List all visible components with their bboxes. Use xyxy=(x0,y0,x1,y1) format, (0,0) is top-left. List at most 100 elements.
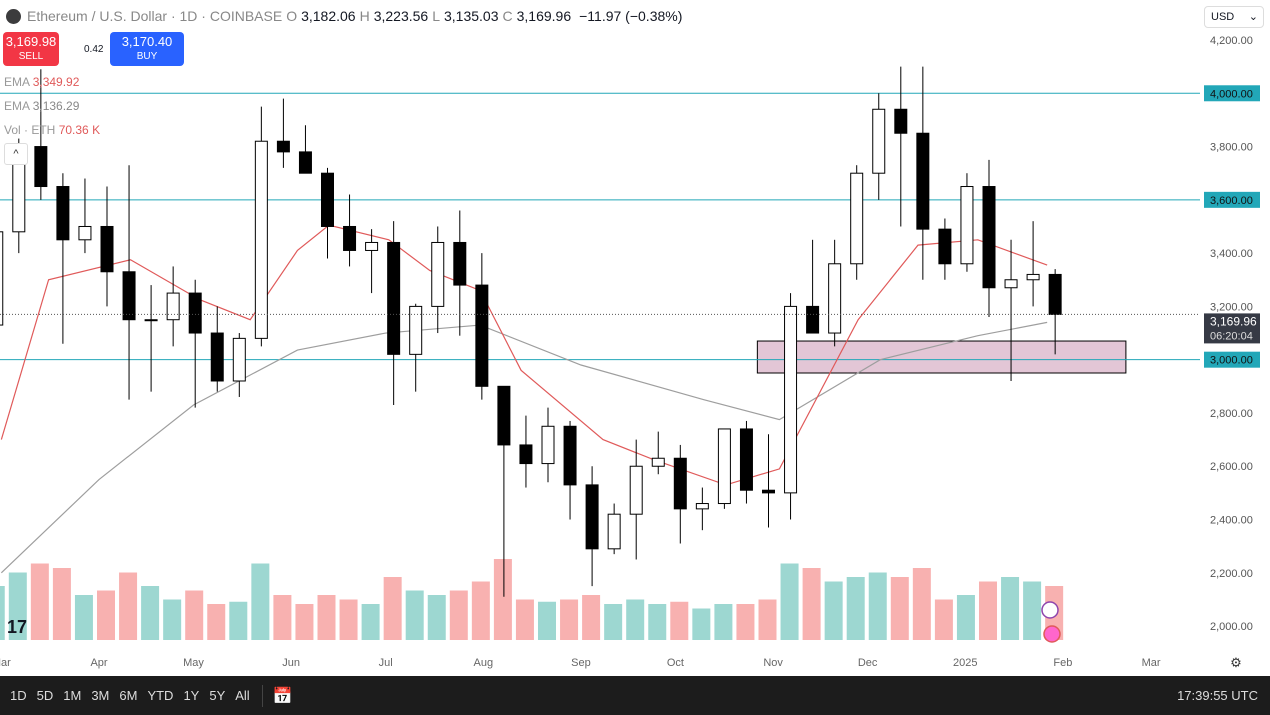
candle-body xyxy=(254,140,268,339)
x-tick-label: Oct xyxy=(667,657,684,669)
range-1m[interactable]: 1M xyxy=(63,688,82,703)
range-5d[interactable]: 5D xyxy=(36,688,54,703)
candle-body xyxy=(585,484,599,550)
candle-body xyxy=(100,225,114,273)
candle-body xyxy=(607,513,621,550)
tradingview-logo[interactable]: 17 xyxy=(7,617,28,637)
volume-bar xyxy=(868,572,887,640)
ema-200-line xyxy=(0,321,1048,574)
candle-body xyxy=(343,225,357,251)
candle-body xyxy=(166,292,180,321)
candle-body xyxy=(762,489,775,494)
range-3m[interactable]: 3M xyxy=(91,688,110,703)
candle-body xyxy=(982,186,996,289)
volume-bar xyxy=(934,599,953,640)
x-tick-label: 2025 xyxy=(953,657,977,669)
x-tick-label: Jun xyxy=(282,657,300,669)
volume-bar xyxy=(1001,577,1020,640)
candle-body xyxy=(938,228,952,265)
candle-body xyxy=(122,271,136,321)
ethereum-logo-icon xyxy=(6,8,21,24)
candle-body xyxy=(475,284,489,387)
candle-body xyxy=(717,428,731,505)
volume-bar xyxy=(538,601,556,640)
buy-price: 3,170.40 xyxy=(121,34,173,49)
volume-bar xyxy=(185,590,204,640)
sell-button[interactable]: 3,169.98 SELL xyxy=(3,32,59,66)
volume-bar xyxy=(758,599,777,640)
buy-button[interactable]: 3,170.40 BUY xyxy=(110,32,184,66)
level-label: 3,600.00 xyxy=(1210,195,1253,207)
range-1d[interactable]: 1D xyxy=(10,688,27,703)
candle-body xyxy=(210,332,224,382)
volume-bar xyxy=(251,563,270,640)
volume-bar xyxy=(405,590,424,640)
open-value: 3,182.06 xyxy=(301,8,356,24)
candle-body xyxy=(232,337,246,382)
volume-bar xyxy=(890,577,909,640)
volume-bar xyxy=(692,608,711,640)
level-label: 4,000.00 xyxy=(1210,88,1253,100)
symbol-title[interactable]: Ethereum / U.S. Dollar · 1D · COINBASE xyxy=(27,8,283,24)
range-1y[interactable]: 1Y xyxy=(183,688,200,703)
range-5y[interactable]: 5Y xyxy=(209,688,226,703)
sell-label: SELL xyxy=(18,51,44,62)
high-label: H xyxy=(359,8,370,24)
volume-bar xyxy=(163,599,182,640)
clock[interactable]: 17:39:55 UTC xyxy=(1177,688,1258,703)
x-tick-label: May xyxy=(183,657,204,669)
support-zone xyxy=(756,340,1127,374)
collapse-legend-button[interactable]: ^ xyxy=(4,143,28,165)
vol-label: Vol · ETH xyxy=(4,123,56,137)
legend-ema-50[interactable]: EMA 3,349.92 xyxy=(4,75,79,89)
volume-bar xyxy=(802,568,821,640)
volume-bar xyxy=(626,599,645,640)
candle-countdown: 06:20:04 xyxy=(1210,330,1253,342)
candle-body xyxy=(188,292,202,334)
volume-bar xyxy=(30,563,49,640)
volume-bar xyxy=(670,601,689,640)
candle-body xyxy=(894,108,908,134)
vol-value: 70.36 K xyxy=(58,123,101,137)
settings-icon: ⚙ xyxy=(1230,655,1242,670)
range-ytd[interactable]: YTD xyxy=(147,688,174,703)
chevron-down-icon: ⌄ xyxy=(1248,11,1258,23)
currency-select[interactable]: USD ⌄ xyxy=(1204,6,1264,28)
volume-bar xyxy=(427,595,446,640)
close-label: C xyxy=(502,8,513,24)
price-chart[interactable]: 4,200.00 4,000.00 3,800.00 3,600.00 3,400.00… xyxy=(0,0,1270,676)
legend-ema-200[interactable]: EMA 3,136.29 xyxy=(4,99,79,113)
level-label-bg xyxy=(1204,191,1260,208)
volume-bar xyxy=(449,590,468,640)
goto-date-icon[interactable]: 📅 xyxy=(272,687,293,705)
x-tick-label: Dec xyxy=(858,657,878,669)
volume-bar xyxy=(97,590,115,640)
candle-body xyxy=(431,241,445,307)
candle-body xyxy=(298,151,312,174)
x-tick-label: Mar xyxy=(1142,657,1161,669)
ema2-label: EMA xyxy=(4,99,30,113)
volume-bar xyxy=(8,572,27,640)
candle-body xyxy=(365,241,379,251)
candle-body xyxy=(1048,273,1062,315)
range-all[interactable]: All xyxy=(235,688,250,703)
volume-bar xyxy=(119,572,138,640)
y-tick-label: 2,800.00 xyxy=(1210,408,1253,420)
candle-body xyxy=(916,132,930,230)
candle-body xyxy=(850,172,864,265)
ema1-value: 3,349.92 xyxy=(32,75,80,89)
legend-volume[interactable]: Vol · ETH 70.36 K xyxy=(4,123,100,137)
volume-bar xyxy=(295,604,314,640)
candle-body xyxy=(1004,279,1018,289)
event-lightning-icon xyxy=(1041,601,1059,619)
volume-bar xyxy=(74,595,93,640)
volume-bar xyxy=(141,586,160,640)
low-label: L xyxy=(432,8,440,24)
range-6m[interactable]: 6M xyxy=(119,688,138,703)
volume-bar xyxy=(52,568,71,640)
candle-body xyxy=(321,172,334,227)
symbol-header: Ethereum / U.S. Dollar · 1D · COINBASE O… xyxy=(6,8,682,24)
volume-bar xyxy=(515,599,534,640)
volume-bar xyxy=(560,599,579,640)
y-tick-label: 3,800.00 xyxy=(1210,142,1253,154)
